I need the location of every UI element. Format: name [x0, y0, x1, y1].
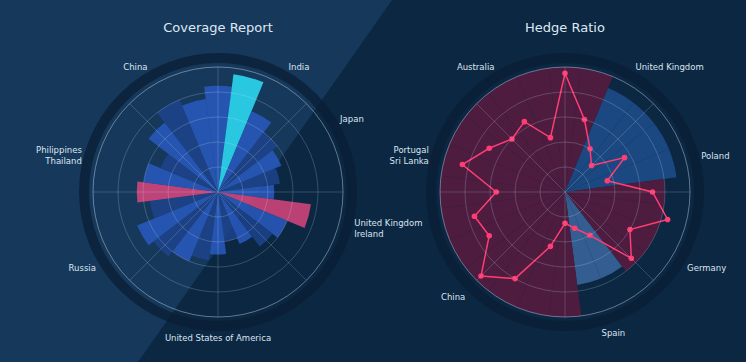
radar-point — [548, 244, 554, 250]
grid-circle — [440, 67, 690, 317]
category-label-line: Philippines — [36, 145, 82, 155]
polar-bar — [517, 68, 565, 192]
spoke — [565, 192, 690, 193]
category-label-line: Germany — [687, 263, 726, 273]
polar-bar — [157, 100, 218, 192]
spoke — [477, 104, 565, 192]
category-label: Russia — [69, 263, 96, 273]
spoke — [130, 104, 218, 192]
chart-canvas: IndiaJapanUnited KingdomIrelandUnited St… — [0, 0, 746, 362]
plot-area — [137, 74, 311, 261]
category-label-line: India — [289, 62, 310, 72]
radar-point — [665, 217, 671, 223]
polar-chart: India Japan United KingdomIreland United St… — [36, 58, 422, 343]
radar-point — [548, 135, 554, 141]
category-label: PortugalSri Lanka — [390, 145, 429, 166]
radar-point — [460, 162, 466, 168]
category-label-line: Russia — [69, 263, 96, 273]
category-label: Spain — [601, 328, 625, 338]
polar-chart: United Kingdom Poland Germany Spain China Por… — [390, 58, 730, 338]
category-label: United KingdomIreland — [354, 218, 422, 239]
category-label-line: Sri Lanka — [390, 156, 429, 166]
background-panel — [0, 0, 392, 362]
spoke — [565, 67, 566, 192]
radar-point — [522, 119, 528, 125]
category-label: India — [289, 62, 310, 72]
spoke — [130, 192, 218, 280]
radar-point — [572, 225, 578, 231]
category-label: Australia — [457, 62, 495, 72]
category-label-line: China — [441, 292, 465, 302]
category-label-line: Japan — [339, 114, 364, 124]
category-label: Poland — [701, 151, 729, 161]
category-label: Japan — [339, 114, 364, 124]
outer-ring — [431, 58, 699, 326]
grid-circle — [93, 67, 343, 317]
category-label-line: China — [123, 62, 147, 72]
radar-point — [622, 155, 628, 161]
spoke — [93, 192, 218, 193]
category-label-line: Spain — [601, 328, 625, 338]
category-label: United States of America — [165, 333, 271, 343]
radar-point — [472, 213, 478, 219]
spoke — [218, 192, 219, 317]
background — [0, 0, 746, 362]
category-label-line: United States of America — [165, 333, 271, 343]
spoke — [218, 192, 343, 193]
category-label: Germany — [687, 263, 726, 273]
category-label-line: Australia — [457, 62, 495, 72]
radar-point — [604, 178, 610, 184]
category-label: China — [441, 292, 465, 302]
category-label-line: Ireland — [354, 229, 383, 239]
category-label: PhilippinesThailand — [36, 145, 82, 166]
category-label: China — [123, 62, 147, 72]
spoke — [477, 192, 565, 280]
radar-point — [486, 233, 492, 239]
spoke — [218, 104, 306, 192]
category-label: United Kingdom — [636, 62, 704, 72]
category-label-line: Portugal — [394, 145, 429, 155]
spoke — [218, 192, 306, 280]
category-label-line: United Kingdom — [354, 218, 422, 228]
radar-point — [486, 145, 492, 151]
spoke — [218, 67, 219, 192]
category-label-line: Poland — [701, 151, 729, 161]
outer-ring — [84, 58, 352, 326]
category-label-line: Thailand — [44, 156, 82, 166]
spoke — [565, 192, 653, 280]
category-label-line: United Kingdom — [636, 62, 704, 72]
spoke — [565, 192, 566, 317]
chart-title: Coverage Report — [163, 20, 273, 35]
spoke — [440, 192, 565, 193]
spoke — [565, 104, 653, 192]
chart-title: Hedge Ratio — [525, 20, 605, 35]
